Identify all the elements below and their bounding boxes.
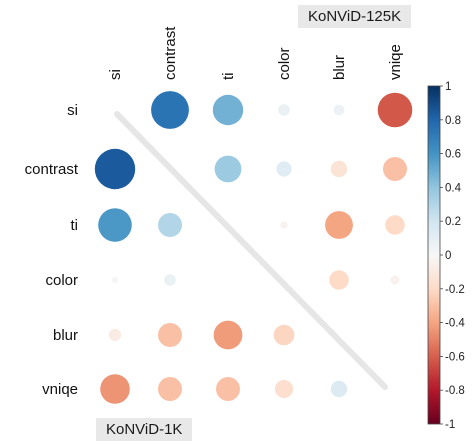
upper-circle-color-blur <box>329 270 349 290</box>
upper-circle-ti-blur <box>325 211 353 239</box>
colorbar-tick-label: 0.6 <box>445 149 461 161</box>
upper-circle-contrast-color <box>276 161 292 177</box>
row-label-blur: blur <box>53 327 78 344</box>
colorbar-tick-label: -0.6 <box>445 351 465 363</box>
lower-circle-vniqe-ti <box>216 377 240 401</box>
upper-circle-contrast-ti <box>214 155 242 183</box>
lower-circle-blur-contrast <box>158 323 182 347</box>
lower-circle-color-si <box>111 276 119 284</box>
lower-circle-vniqe-color <box>274 379 294 399</box>
upper-circle-ti-color <box>280 221 288 229</box>
colorbar-tick-label: 0 <box>445 250 451 262</box>
colorbar-tick-label: 1 <box>445 81 451 93</box>
lower-circle-ti-contrast <box>158 213 182 237</box>
column-label-ti: ti <box>220 73 237 81</box>
column-label-color: color <box>276 47 293 80</box>
lower-circle-vniqe-si <box>100 374 130 404</box>
column-label-si: si <box>107 69 124 80</box>
row-label-ti: ti <box>71 217 79 234</box>
upper-circle-si-ti <box>212 94 244 126</box>
column-label-contrast: contrast <box>162 26 179 80</box>
colorbar-tick-label: -0.4 <box>445 318 465 330</box>
lower-circle-color-contrast <box>164 274 176 286</box>
lower-circle-blur-color <box>273 324 295 346</box>
colorbar-tick-label: 0.2 <box>445 216 461 228</box>
lower-circle-vniqe-blur <box>330 380 348 398</box>
upper-triangle-label: KoNViD-125K <box>298 5 412 28</box>
column-label-vniqe: vniqe <box>387 44 404 80</box>
lower-circle-ti-si <box>98 208 132 242</box>
colorbar-tick-label: 0.4 <box>445 182 462 194</box>
upper-circle-si-color <box>278 104 290 116</box>
upper-circle-contrast-blur <box>330 160 348 178</box>
upper-circle-si-contrast <box>151 91 189 129</box>
lower-triangle-label: KoNViD-1K <box>96 418 193 441</box>
row-label-color: color <box>45 272 78 289</box>
colorbar-tick-label: -0.8 <box>445 385 465 397</box>
lower-circle-blur-si <box>108 328 122 342</box>
upper-circle-contrast-vniqe <box>383 157 407 181</box>
upper-circle-ti-vniqe <box>385 215 405 235</box>
colorbar-tick-label: -0.2 <box>445 284 465 296</box>
upper-circle-si-vniqe <box>377 92 413 128</box>
colorbar <box>427 85 441 425</box>
upper-circle-color-vniqe <box>390 275 400 285</box>
colorbar-tick-label: 0.8 <box>445 115 461 127</box>
colorbar-tick-label: -1 <box>445 419 455 431</box>
lower-circle-vniqe-contrast <box>158 377 182 401</box>
row-label-si: si <box>67 102 78 119</box>
column-label-blur: blur <box>331 55 348 80</box>
lower-circle-contrast-si <box>94 148 136 190</box>
upper-circle-si-blur <box>333 104 345 116</box>
diagonal-separator <box>114 111 388 390</box>
row-label-vniqe: vniqe <box>42 381 78 398</box>
lower-circle-blur-ti <box>213 320 243 350</box>
row-label-contrast: contrast <box>25 161 79 178</box>
